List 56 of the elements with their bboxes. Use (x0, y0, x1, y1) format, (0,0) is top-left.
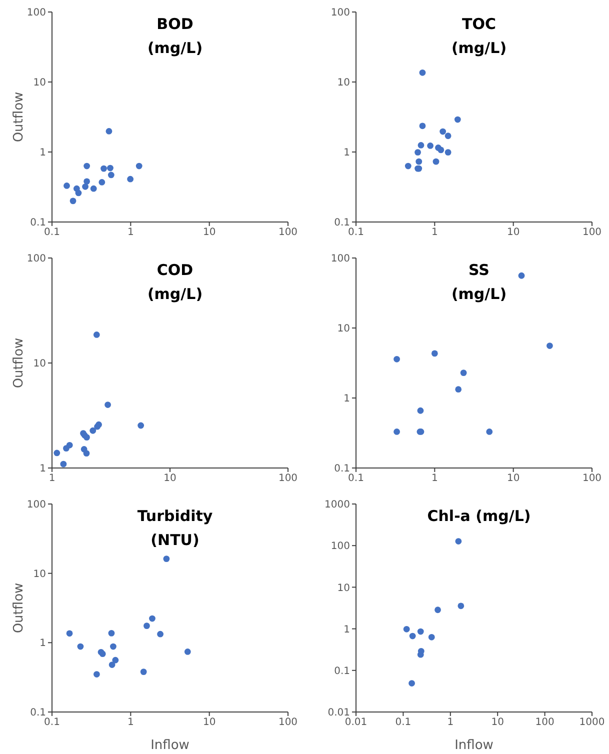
x-tick-label: 1 (127, 717, 134, 728)
y-tick-label: 100 (330, 541, 350, 552)
y-tick-label: 1 (40, 638, 46, 650)
y-tick-label: 100 (330, 254, 350, 265)
x-tick-label: 1 (431, 227, 438, 238)
x-tick-label: 10 (506, 227, 520, 238)
y-tick-label: 10 (33, 358, 46, 370)
y-tick-label: 10 (337, 582, 350, 594)
y-tick-label: 100 (26, 254, 46, 265)
y-tick-label: 1 (344, 148, 350, 159)
y-tick-label: 10 (337, 78, 350, 89)
y-tick-label: 100 (330, 8, 350, 19)
text: SS (mg/L) (450, 260, 508, 305)
x-tick-label: 100 (582, 473, 602, 484)
y-tick-label: 100 (26, 500, 46, 511)
text: Turbidity (NTU) (136, 506, 214, 551)
x-tick-label: 1 (127, 227, 134, 238)
y-tick-label: 0.1 (30, 218, 46, 229)
y-tick-label: 1 (344, 624, 350, 636)
y-tick-label: 0.1 (334, 666, 350, 677)
x-tick-label: 100 (278, 473, 298, 484)
y-tick-label: 10 (33, 78, 46, 89)
x-tick-label: 10 (164, 473, 176, 484)
y-tick-label: 0.1 (334, 464, 350, 475)
y-axis-title: Outflow (12, 337, 27, 388)
x-tick-label: 100 (278, 227, 298, 238)
y-axis-title: Outflow (12, 582, 27, 634)
y-tick-label: 1 (40, 464, 46, 475)
y-tick-label: 1000 (324, 500, 350, 511)
x-tick-label: 10 (202, 717, 216, 728)
x-tick-label: 100 (278, 717, 298, 728)
text: TOC (mg/L) (450, 14, 508, 59)
y-axis-title: Outflow (12, 91, 27, 142)
x-axis-title: Inflow (150, 738, 190, 754)
y-tick-label: 10 (337, 324, 350, 335)
x-axis-title: Inflow (454, 738, 494, 754)
y-tick-label: 1 (344, 394, 350, 405)
text: BOD (mg/L) (146, 14, 204, 59)
y-tick-label: 0.1 (30, 708, 46, 719)
x-tick-label: 10 (506, 473, 520, 484)
x-tick-label: 1 (48, 473, 56, 484)
x-tick-label: 10 (491, 717, 504, 728)
x-tick-label: 10 (202, 227, 216, 238)
y-tick-label: 100 (26, 8, 46, 19)
y-tick-label: 10 (33, 568, 46, 580)
x-tick-label: 1 (447, 717, 454, 728)
x-tick-label: 0.1 (395, 717, 412, 728)
y-tick-label: 1 (40, 148, 46, 159)
x-tick-label: 1 (431, 473, 438, 484)
x-tick-label: 100 (582, 227, 602, 238)
y-tick-label: 0.01 (328, 708, 350, 719)
y-tick-label: 0.1 (334, 218, 350, 229)
x-tick-label: 100 (535, 717, 554, 728)
x-tick-label: 1000 (579, 717, 605, 728)
chart-title: Chl-a (mg/L) (426, 506, 532, 527)
text: COD (mg/L) (146, 260, 204, 305)
